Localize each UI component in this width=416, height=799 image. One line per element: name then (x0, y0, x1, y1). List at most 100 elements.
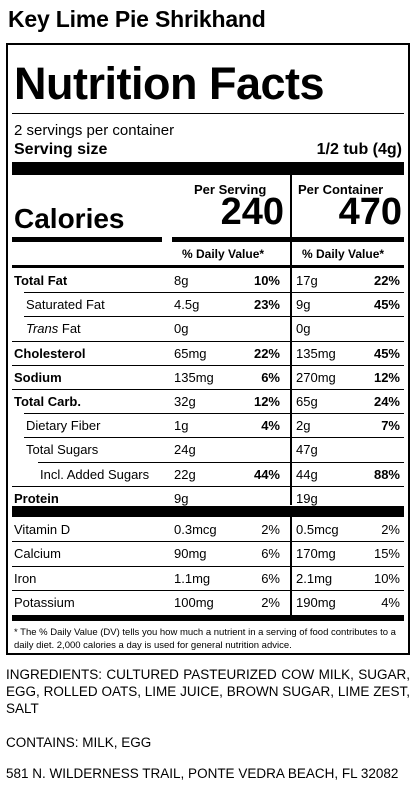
serving-amount: 24g (174, 442, 196, 458)
serving-amount: 0.3mcg (174, 522, 217, 537)
nutrient-row: Saturated Fat 4.5g 23% 9g 45% (8, 293, 408, 317)
container-dv: 45% (373, 345, 400, 361)
container-amount: 190mg (296, 595, 336, 611)
footnote: * The % Daily Value (DV) tells you how m… (14, 627, 396, 651)
nutrient-row: Total Fat 8g 10% 17g 22% (8, 269, 408, 293)
container-amount: 0.5mcg (296, 522, 339, 537)
nutrient-name: Incl. Added Sugars (40, 466, 150, 482)
container-amount: 9g (296, 297, 311, 313)
serving-amount: 32g (174, 394, 196, 409)
row-divider (12, 565, 404, 567)
row-divider (38, 461, 404, 463)
nutrient-name: Sodium (14, 369, 62, 385)
heading-rule (12, 113, 404, 114)
serving-dv: 2% (261, 595, 280, 611)
nutrient-name: Cholesterol (14, 345, 86, 361)
container-dv: 88% (373, 466, 400, 482)
nutrient-row: Dietary Fiber 1g 4% 2g 7% (8, 414, 408, 438)
calories-per-serving: 240 (220, 191, 284, 233)
container-dv: 45% (373, 297, 400, 313)
nutrient-row: Protein 9g 19g (8, 487, 408, 511)
row-divider (24, 316, 404, 318)
container-amount: 270mg (296, 369, 336, 385)
serving-amount: 0g (174, 321, 189, 337)
per-container-header: Per Container (298, 182, 384, 197)
nutrient-row: Incl. Added Sugars 22g 44% 44g 88% (8, 463, 408, 487)
nutrient-row: Total Sugars 24g 47g (8, 438, 408, 462)
row-divider (12, 364, 404, 366)
nutrient-name: Protein (14, 490, 59, 506)
row-divider (12, 340, 404, 342)
address: 581 N. WILDERNESS TRAIL, PONTE VEDRA BEA… (6, 766, 399, 781)
calories-rule-right (172, 237, 404, 242)
nutrient-row: Trans Fat 0g 0g (8, 317, 408, 341)
serving-amount: 4.5g (174, 297, 200, 313)
container-amount: 44g (296, 466, 318, 482)
serving-size-value: 1/2 tub (4g) (316, 141, 402, 158)
row-divider (12, 590, 404, 592)
serving-dv: 22% (253, 345, 280, 361)
vitamin-name: Potassium (14, 595, 75, 611)
serving-amount: 22g (174, 466, 196, 482)
vitamin-row: Potassium 100mg 2% 190mg 4% (8, 591, 408, 615)
serving-amount: 90mg (174, 546, 207, 562)
nutrient-name: Total Fat (14, 273, 68, 288)
container-amount: 170mg (296, 546, 336, 562)
container-dv: 10% (373, 570, 400, 586)
container-dv: 24% (373, 394, 400, 409)
row-divider (12, 389, 404, 390)
row-divider (24, 292, 404, 294)
nutrient-name: Saturated Fat (26, 297, 105, 313)
vitamin-row: Iron 1.1mg 6% 2.1mg 10% (8, 567, 408, 591)
nutrition-facts-heading: Nutrition Facts (14, 58, 325, 109)
serving-dv: 6% (261, 369, 280, 385)
container-dv: 7% (381, 418, 400, 434)
serving-dv: 23% (253, 297, 280, 313)
vitamin-row: Calcium 90mg 6% 170mg 15% (8, 542, 408, 566)
footnote-rule (12, 615, 404, 621)
thick-rule-vitamins (12, 506, 404, 517)
calories-label: Calories (14, 203, 125, 234)
container-amount: 2g (296, 418, 311, 434)
per-serving-header: Per Serving (194, 182, 267, 197)
nutrient-name: Dietary Fiber (26, 418, 101, 434)
dv-header-container: % Daily Value* (302, 247, 385, 261)
dv-header-serving: % Daily Value* (182, 247, 265, 261)
serving-amount: 135mg (174, 369, 214, 385)
allergens: CONTAINS: MILK, EGG (6, 735, 152, 750)
serving-amount: 1.1mg (174, 570, 211, 586)
container-amount: 2.1mg (296, 570, 333, 586)
nutrient-name: Total Sugars (26, 442, 99, 458)
serving-dv: 4% (261, 418, 280, 434)
nutrient-row: Total Carb. 32g 12% 65g 24% (8, 390, 408, 414)
serving-dv: 12% (253, 394, 280, 409)
serving-dv: 10% (253, 273, 280, 288)
vitamin-name: Iron (14, 570, 37, 586)
thick-rule-top (12, 162, 404, 175)
nutrient-name: Trans Fat (26, 321, 81, 337)
container-amount: 65g (296, 394, 318, 409)
serving-amount: 65mg (174, 345, 207, 361)
vitamin-row: Vitamin D 0.3mcg 2% 0.5mcg 2% (8, 518, 408, 542)
calories-per-container: 470 (338, 191, 402, 233)
row-divider (12, 485, 404, 487)
serving-amount: 1g (174, 418, 189, 434)
container-amount: 0g (296, 321, 311, 337)
vitamin-name: Calcium (14, 546, 61, 562)
container-dv: 15% (373, 546, 400, 562)
serving-dv: 6% (261, 570, 280, 586)
container-amount: 135mg (296, 345, 336, 361)
serving-dv: 6% (261, 546, 280, 562)
nutrient-row: Sodium 135mg 6% 270mg 12% (8, 366, 408, 390)
serving-dv: 2% (261, 522, 280, 537)
serving-dv: 44% (253, 466, 280, 482)
vitamin-name: Vitamin D (14, 522, 71, 537)
serving-amount: 9g (174, 490, 189, 506)
container-dv: 12% (373, 369, 400, 385)
container-dv: 2% (381, 522, 400, 537)
container-amount: 47g (296, 442, 318, 458)
container-amount: 17g (296, 273, 318, 288)
nutrient-name: Total Carb. (14, 394, 81, 409)
row-divider (24, 413, 404, 415)
serving-amount: 8g (174, 273, 189, 288)
